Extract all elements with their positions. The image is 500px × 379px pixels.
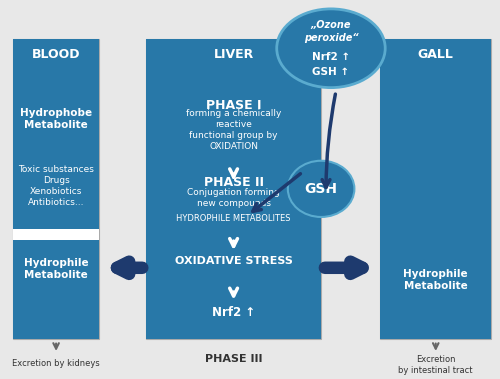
Bar — [146, 39, 321, 71]
Ellipse shape — [276, 9, 385, 88]
Text: Excretion
by intestinal tract: Excretion by intestinal tract — [398, 355, 473, 375]
Text: PHASE I: PHASE I — [206, 99, 262, 113]
Text: LIVER: LIVER — [214, 48, 254, 61]
Ellipse shape — [288, 161, 354, 217]
Text: Hydrophobe
Metabolite: Hydrophobe Metabolite — [20, 108, 92, 130]
Bar — [380, 71, 491, 339]
Bar — [146, 71, 321, 339]
Text: Excretion by kidneys: Excretion by kidneys — [12, 359, 100, 368]
Bar — [146, 39, 321, 339]
Text: GALL: GALL — [418, 48, 454, 61]
Bar — [13, 229, 99, 240]
Text: forming a chemically
reactive
functional group by
OXIDATION: forming a chemically reactive functional… — [186, 109, 282, 151]
Text: PHASE III: PHASE III — [205, 354, 262, 365]
Text: Conjugation forming
new compounds: Conjugation forming new compounds — [187, 188, 280, 208]
Text: PHASE II: PHASE II — [204, 176, 264, 189]
Text: GSH: GSH — [304, 182, 338, 196]
Bar — [13, 39, 99, 71]
Text: Toxic substances
Drugs
Xenobiotics
Antibiotics...: Toxic substances Drugs Xenobiotics Antib… — [18, 165, 94, 207]
Text: OXIDATIVE STRESS: OXIDATIVE STRESS — [174, 256, 292, 266]
Bar — [13, 39, 99, 339]
Text: BLOOD: BLOOD — [32, 48, 80, 61]
Bar — [380, 39, 491, 71]
Bar — [380, 39, 491, 339]
Text: „Ozone
peroxide“: „Ozone peroxide“ — [304, 20, 358, 42]
Text: GSH ↑: GSH ↑ — [312, 67, 350, 77]
Text: Hydrophile
Metabolite: Hydrophile Metabolite — [24, 258, 88, 280]
Text: HYDROPHILE METABOLITES: HYDROPHILE METABOLITES — [176, 215, 291, 224]
Text: Hydrophile
Metabolite: Hydrophile Metabolite — [404, 269, 468, 291]
Bar — [13, 71, 99, 339]
Text: Nrf2 ↑: Nrf2 ↑ — [212, 305, 255, 318]
Text: Nrf2 ↑: Nrf2 ↑ — [312, 52, 350, 61]
